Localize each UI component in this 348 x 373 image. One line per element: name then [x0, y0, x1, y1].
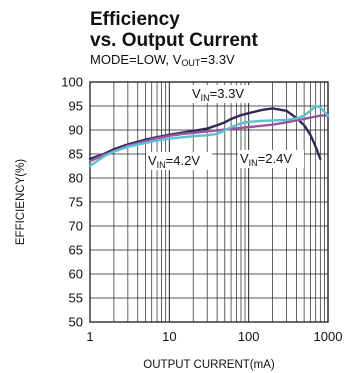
series-label-prefix: V	[240, 151, 249, 166]
series-label-3: VIN=2.4V	[240, 151, 292, 168]
x-tick-label: 1	[86, 329, 93, 344]
chart-subtitle: MODE=LOW, VOUT=3.3V	[90, 52, 235, 68]
y-tick-label: 60	[69, 267, 83, 282]
series-label-suffix: =2.4V	[258, 151, 293, 166]
x-axis-label: OUTPUT CURRENT(mA)	[143, 359, 275, 371]
series-label-bg	[238, 150, 304, 168]
subtitle-suffix: =3.3V	[200, 52, 235, 67]
chart-title-line2: vs. Output Current	[90, 30, 258, 51]
y-tick-label: 80	[69, 171, 83, 186]
x-tick-label: 100	[238, 329, 260, 344]
chart-title-line1: Efficiency	[90, 9, 180, 30]
x-tick-label: 1000	[314, 329, 343, 344]
subtitle-prefix: MODE=LOW, V	[90, 52, 182, 67]
grid	[89, 81, 329, 323]
series-label-1: VIN=3.3V	[192, 86, 244, 103]
y-tick-label: 55	[69, 291, 83, 306]
series-group	[88, 104, 330, 168]
y-tick-label: 95	[69, 99, 83, 114]
y-tick-label: 70	[69, 219, 83, 234]
y-tick-label: 75	[69, 195, 83, 210]
series-label-2: VIN=4.2V	[148, 153, 200, 170]
series-label-bg	[146, 152, 212, 170]
y-axis-label: EFFICIENCY(%)	[15, 159, 27, 245]
series-label-sub: IN	[157, 160, 166, 170]
x-tick-label: 10	[162, 329, 176, 344]
y-axis-ticks: 50 55 60 65 70 75 80 85 90 95 100	[61, 75, 83, 330]
y-tick-label: 100	[61, 75, 83, 90]
series-label-prefix: V	[192, 86, 201, 101]
series-label-suffix: =3.3V	[210, 86, 245, 101]
series-label-suffix: =4.2V	[166, 153, 201, 168]
series-label-prefix: V	[148, 153, 157, 168]
y-tick-label: 85	[69, 147, 83, 162]
series-line-3	[88, 104, 330, 168]
y-tick-label: 90	[69, 123, 83, 138]
y-tick-label: 50	[69, 315, 83, 330]
series-label-sub: IN	[249, 158, 258, 168]
x-axis-ticks: 1 10 100 1000	[86, 329, 342, 344]
subtitle-sub: OUT	[181, 58, 201, 68]
y-tick-label: 65	[69, 243, 83, 258]
series-label-sub: IN	[201, 93, 210, 103]
series-label-bg	[190, 85, 256, 103]
